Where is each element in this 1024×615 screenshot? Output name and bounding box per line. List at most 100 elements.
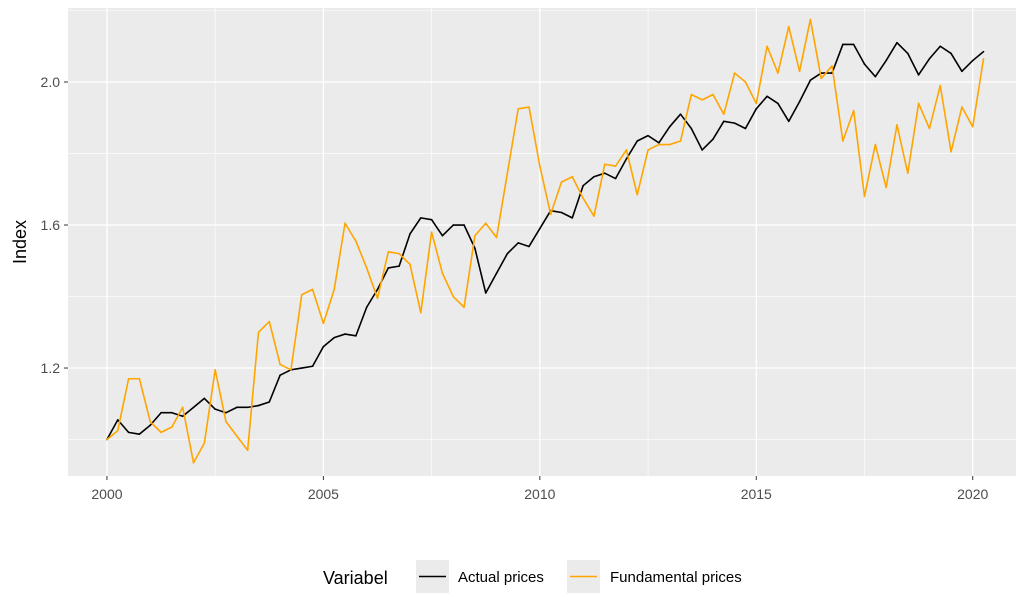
data-point xyxy=(171,426,173,428)
data-point xyxy=(950,150,952,153)
data-point xyxy=(181,415,184,418)
data-point xyxy=(387,251,390,253)
series-lines xyxy=(106,18,985,464)
data-point xyxy=(322,345,325,348)
data-point xyxy=(225,420,227,423)
data-point xyxy=(896,41,898,44)
data-point xyxy=(690,127,693,130)
data-point xyxy=(603,163,606,166)
data-point xyxy=(593,215,595,217)
data-point xyxy=(863,63,866,65)
data-point xyxy=(766,45,768,48)
data-point xyxy=(419,311,422,314)
data-point xyxy=(279,363,281,366)
data-point xyxy=(300,293,303,296)
data-point xyxy=(236,406,238,409)
data-point xyxy=(961,106,963,108)
data-point xyxy=(474,247,476,250)
data-point xyxy=(149,424,152,427)
data-point xyxy=(225,411,227,414)
y-axis: 1.2 1.6 2.0 xyxy=(41,74,68,376)
data-point xyxy=(268,401,271,403)
data-point xyxy=(376,297,379,300)
data-point xyxy=(246,406,249,409)
data-point xyxy=(971,125,974,128)
data-point xyxy=(463,224,465,226)
data-point xyxy=(160,431,162,434)
data-point xyxy=(874,75,877,78)
data-point xyxy=(290,369,292,371)
x-tick-label: 2020 xyxy=(957,486,988,502)
data-point xyxy=(755,108,758,110)
data-point xyxy=(127,431,130,434)
data-point xyxy=(441,234,444,237)
legend-label: Fundamental prices xyxy=(610,569,742,586)
data-point xyxy=(539,165,541,167)
data-point xyxy=(982,50,985,53)
data-point xyxy=(376,288,379,291)
data-point xyxy=(484,292,487,294)
data-point xyxy=(214,408,216,410)
data-point xyxy=(181,406,184,409)
data-point xyxy=(106,438,108,441)
data-point xyxy=(246,449,249,452)
data-point xyxy=(582,184,584,187)
data-point xyxy=(701,99,703,101)
data-point xyxy=(755,102,758,105)
data-point xyxy=(398,252,400,255)
data-point xyxy=(647,149,649,151)
data-point xyxy=(560,181,563,183)
data-point xyxy=(495,236,498,239)
data-point xyxy=(549,213,552,216)
data-point xyxy=(452,295,455,298)
x-tick-label: 2010 xyxy=(524,486,555,502)
data-point xyxy=(333,336,336,339)
data-point xyxy=(647,134,649,137)
data-point xyxy=(668,143,671,146)
data-point xyxy=(322,322,325,325)
data-point xyxy=(517,242,519,244)
legend-label: Actual prices xyxy=(458,569,544,586)
data-point xyxy=(625,149,628,151)
y-tick-label: 2.0 xyxy=(41,74,61,90)
data-point xyxy=(777,72,779,74)
minor-gridlines xyxy=(68,8,1016,476)
data-point xyxy=(344,222,346,225)
data-point xyxy=(192,406,195,409)
data-point xyxy=(982,57,985,60)
y-axis-title: Index xyxy=(10,220,30,264)
legend-items: Actual prices Fundamental prices xyxy=(416,560,742,593)
x-tick-label: 2015 xyxy=(741,486,772,502)
data-point xyxy=(744,81,747,83)
data-point xyxy=(127,377,130,380)
data-point xyxy=(463,306,465,309)
y-tick-label: 1.6 xyxy=(41,217,61,233)
data-point xyxy=(939,84,942,87)
data-point xyxy=(809,79,812,82)
data-point xyxy=(355,240,357,242)
data-point xyxy=(344,333,346,335)
data-point xyxy=(744,127,747,130)
data-point xyxy=(419,217,422,219)
data-point xyxy=(679,113,682,115)
data-point xyxy=(777,102,779,105)
data-point xyxy=(560,211,563,214)
data-point xyxy=(138,377,141,380)
data-point xyxy=(950,52,952,55)
data-point xyxy=(863,195,866,198)
x-tick-label: 2005 xyxy=(308,486,339,502)
data-point xyxy=(506,252,509,255)
data-point xyxy=(885,186,887,189)
data-point xyxy=(766,95,768,98)
data-point xyxy=(712,138,714,141)
data-point xyxy=(906,52,909,55)
series-line xyxy=(106,41,985,440)
data-point xyxy=(723,120,725,123)
data-point xyxy=(149,420,152,423)
data-point xyxy=(723,113,725,115)
data-point xyxy=(528,106,530,108)
data-point xyxy=(961,70,963,73)
data-point xyxy=(658,143,660,146)
data-point xyxy=(365,267,368,269)
